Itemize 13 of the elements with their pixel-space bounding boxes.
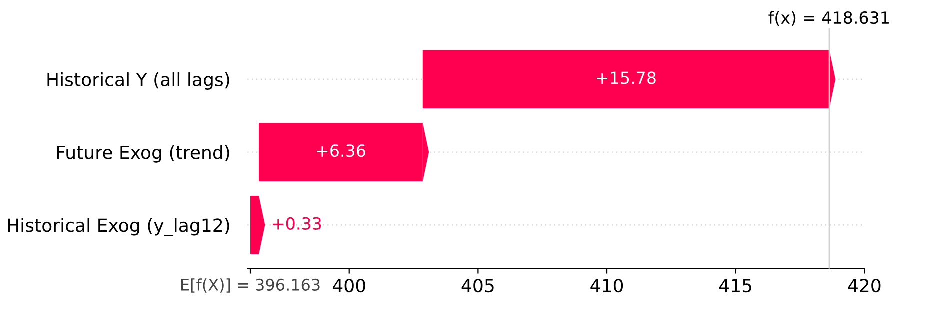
x-tick-label: 400 bbox=[333, 278, 366, 293]
y-tick-label: Future Exog (trend) bbox=[57, 145, 230, 163]
ref-line-label: f(x) = 418.631 bbox=[768, 11, 889, 26]
x-tick-label: 405 bbox=[462, 278, 494, 293]
data-label: +15.78 bbox=[597, 72, 656, 84]
x-tick-label: 420 bbox=[848, 278, 881, 293]
x-tick-label: E[f(X)] = 396.163 bbox=[181, 278, 320, 293]
y-tick-label: Historical Y (all lags) bbox=[48, 72, 230, 90]
data-label: +0.33 bbox=[273, 217, 322, 230]
x-tick-label: 410 bbox=[590, 278, 624, 293]
x-tick-label: 415 bbox=[720, 279, 752, 293]
data-label: +6.36 bbox=[317, 144, 366, 158]
y-tick-label: Historical Exog (y_lag12) bbox=[8, 218, 230, 236]
